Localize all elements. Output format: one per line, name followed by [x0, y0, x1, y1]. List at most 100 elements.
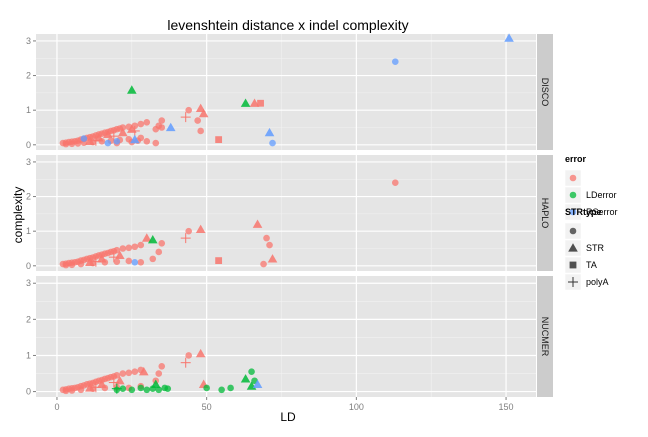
data-point: [108, 131, 119, 142]
y-tick-label: 2: [26, 314, 31, 324]
panels-layer: 0 1 2 3 DISCO 0 1 2 3 HAPLO 0 1 2 3 NUCMER 0 50 100 150: [26, 33, 553, 412]
y-tick-label: 3: [26, 36, 31, 46]
chart-title: levenshtein distance x indel complexity: [167, 17, 408, 33]
data-point: [128, 386, 136, 394]
data-point: [90, 135, 101, 146]
data-point: [249, 98, 260, 107]
data-point: [180, 112, 191, 123]
data-point: [113, 138, 121, 145]
y-tick-label: 2: [26, 192, 31, 202]
data-point: [165, 122, 176, 132]
data-points: [59, 348, 263, 395]
data-points: [59, 179, 399, 269]
data-point: [391, 58, 399, 66]
data-point: [195, 348, 206, 358]
data-point: [85, 257, 95, 266]
y-tick-label: 2: [26, 71, 31, 81]
data-point: [185, 106, 192, 114]
data-point: [263, 234, 270, 242]
data-point: [152, 139, 160, 147]
legend-symbol: [569, 174, 577, 182]
y-tick-label: 3: [26, 278, 31, 288]
data-point: [77, 260, 85, 268]
data-point: [125, 369, 133, 377]
legend-symbol: [569, 227, 577, 235]
data-point: [194, 117, 201, 124]
y-tick-label: 1: [26, 105, 31, 115]
facet-strip-label: DISCO: [540, 78, 550, 107]
data-point: [267, 254, 278, 263]
y-tick-label: 0: [26, 387, 31, 397]
data-point: [158, 362, 166, 370]
data-point: [504, 33, 514, 42]
x-tick-label: 50: [202, 402, 212, 412]
y-axis-title: complexity: [11, 187, 25, 244]
data-point: [180, 233, 191, 244]
data-point: [215, 136, 223, 144]
data-point: [119, 124, 127, 131]
facet-strip: [537, 155, 553, 271]
data-point: [130, 134, 140, 144]
data-point: [197, 127, 204, 135]
data-point: [131, 259, 139, 266]
data-point: [137, 384, 145, 392]
data-point: [143, 118, 151, 126]
data-point: [185, 227, 192, 235]
data-point: [125, 244, 133, 252]
data-point: [158, 117, 166, 124]
data-point: [85, 136, 95, 145]
legend-symbol: [569, 208, 577, 216]
facet-panel-disco: 0 1 2 3 DISCO: [26, 33, 553, 150]
data-point: [137, 241, 145, 249]
data-point: [62, 387, 70, 395]
data-point: [143, 138, 151, 145]
data-point: [137, 134, 145, 142]
data-point: [143, 386, 151, 394]
legend-symbol: [568, 243, 578, 252]
legend-label: STR: [586, 243, 605, 253]
data-point: [108, 252, 119, 263]
legend-strtype: STRtype STR TA polyA: [564, 207, 609, 291]
data-point: [62, 140, 70, 148]
legend-title: STRtype: [565, 207, 602, 217]
data-point: [155, 248, 163, 256]
data-point: [127, 85, 137, 94]
data-point: [198, 108, 209, 118]
data-point: [240, 374, 251, 383]
data-point: [252, 379, 263, 388]
legend-label: polyA: [586, 277, 609, 287]
data-point: [62, 261, 70, 269]
data-point: [252, 219, 263, 228]
data-point: [248, 368, 255, 376]
data-point: [119, 385, 127, 392]
data-point: [85, 383, 95, 392]
data-point: [129, 125, 140, 136]
data-point: [155, 370, 163, 377]
y-tick-label: 0: [26, 140, 31, 150]
data-point: [104, 139, 112, 147]
data-point: [195, 224, 206, 234]
data-point: [391, 179, 399, 187]
facet-strip-label: HAPLO: [540, 198, 550, 229]
data-point: [113, 258, 121, 265]
data-point: [269, 139, 276, 147]
legend-symbol: [569, 261, 577, 269]
data-point: [118, 127, 128, 137]
legend-symbol: [568, 277, 578, 287]
data-point: [119, 370, 127, 377]
data-point: [149, 255, 157, 263]
data-point: [218, 386, 225, 394]
data-point: [90, 382, 101, 393]
data-point: [147, 235, 158, 244]
data-point: [77, 386, 85, 394]
x-axis-title: LD: [280, 410, 296, 424]
data-point: [125, 257, 133, 265]
data-points: [59, 33, 514, 148]
y-tick-label: 3: [26, 157, 31, 167]
data-point: [74, 140, 82, 147]
data-point: [80, 135, 88, 142]
y-tick-label: 1: [26, 226, 31, 236]
